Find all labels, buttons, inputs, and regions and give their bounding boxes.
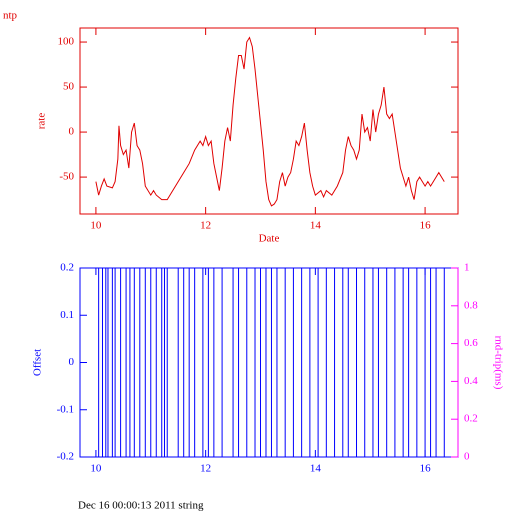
y-axis-label: Offset — [32, 349, 44, 376]
x-tick-label: 10 — [90, 220, 102, 232]
x-tick-label: 12 — [200, 220, 211, 232]
x-tick-label: 10 — [90, 463, 102, 475]
x-tick-label: 16 — [420, 220, 432, 232]
y2-tick-label: 0.4 — [464, 375, 478, 387]
y2-tick-label: 0.6 — [464, 337, 478, 349]
chart-title: ntp — [3, 10, 18, 22]
y-tick-label: -50 — [59, 171, 74, 183]
plot-frame — [79, 267, 459, 458]
y-tick-label: 100 — [58, 36, 75, 48]
y2-tick-label: 1 — [464, 262, 470, 274]
footer: Dec 16 00:00:13 2011 string — [78, 500, 204, 512]
x-tick-label: 14 — [310, 463, 322, 475]
data-line — [98, 267, 445, 458]
y-tick-label: 0.2 — [60, 262, 74, 274]
x-tick-label: 14 — [310, 220, 322, 232]
y-tick-label: 0.1 — [60, 309, 74, 321]
x-tick-label: 16 — [420, 463, 432, 475]
y2-axis-label: rnd-trip(ms) — [492, 336, 504, 390]
y2-tick-label: 0 — [464, 451, 470, 463]
y-tick-label: -0.2 — [57, 451, 74, 463]
y-tick-label: 0 — [69, 356, 75, 368]
y2-tick-label: 0.8 — [464, 299, 478, 311]
plot-frame — [79, 27, 459, 215]
y-tick-label: 50 — [63, 81, 75, 93]
y-axis-label: rate — [36, 113, 48, 130]
x-axis-label: Date — [259, 233, 280, 245]
y-tick-label: -0.1 — [57, 403, 74, 415]
y2-tick-label: 0.2 — [464, 413, 478, 425]
data-line — [95, 36, 445, 207]
x-tick-label: 12 — [200, 463, 211, 475]
y-tick-label: 0 — [69, 126, 75, 138]
